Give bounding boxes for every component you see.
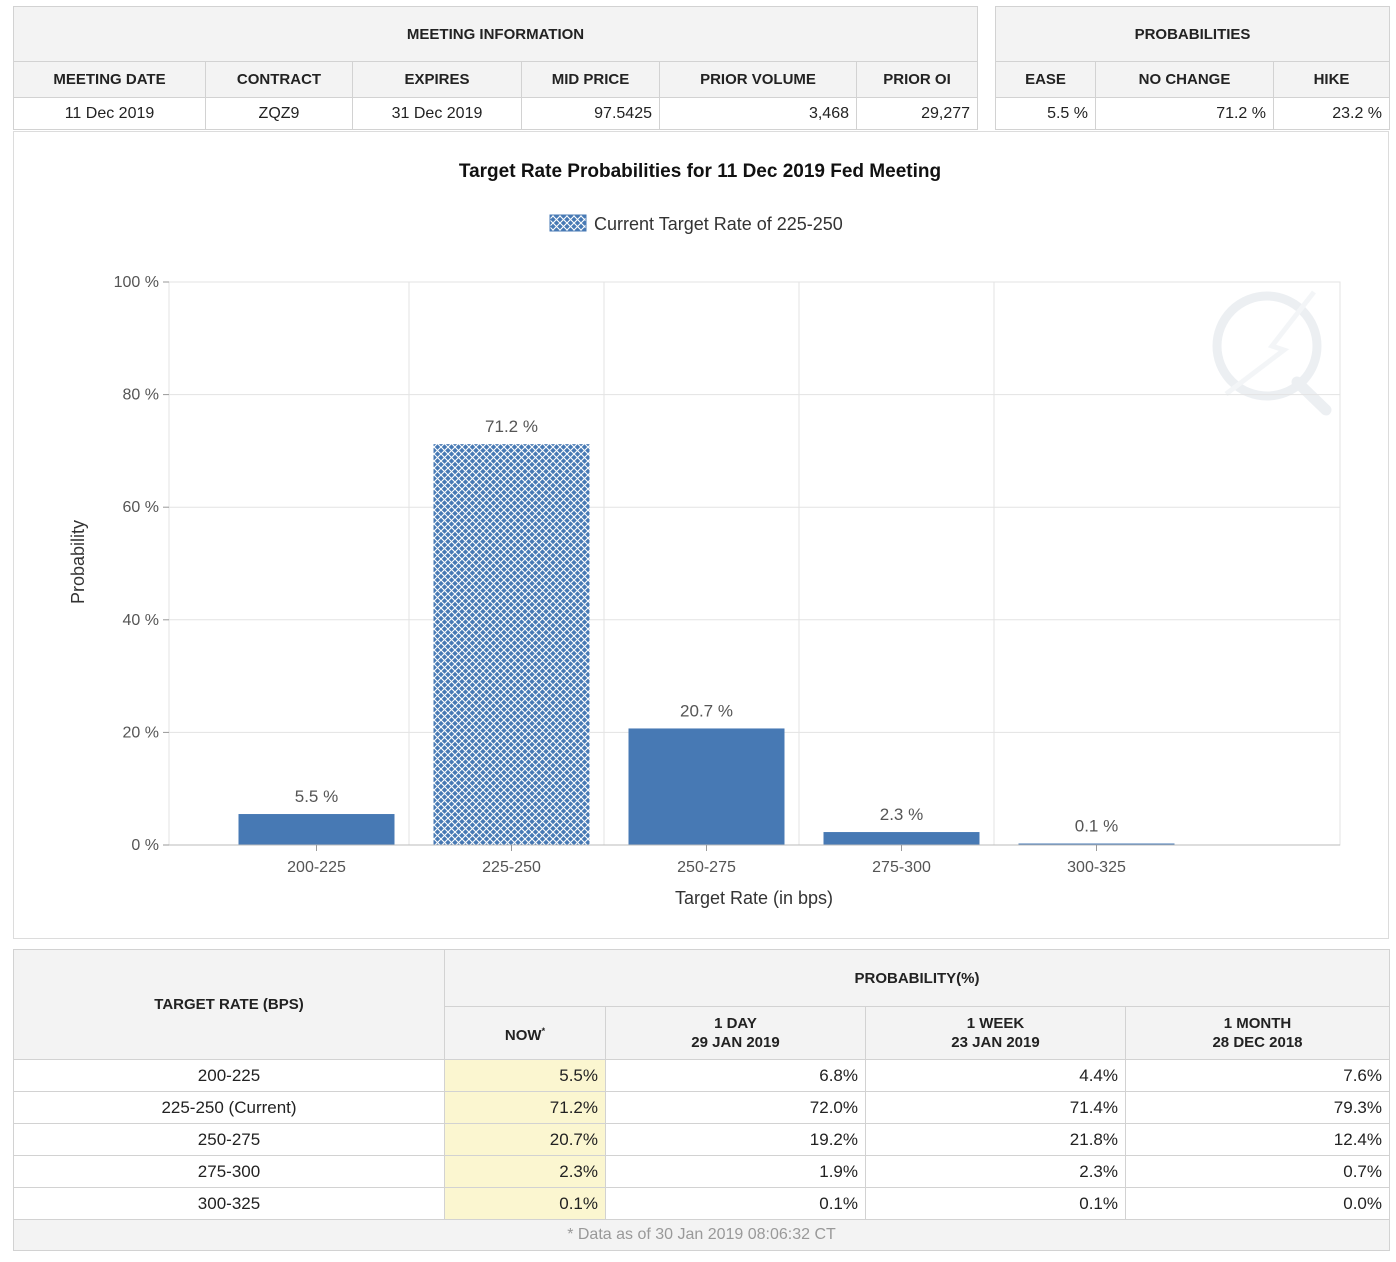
- rate-cell: 275-300: [13, 1155, 445, 1188]
- meeting-info-title: MEETING INFORMATION: [12, 6, 979, 62]
- y-axis: 0 % 20 % 40 % 60 % 80 % 100 %: [114, 274, 169, 854]
- table-row: 250-275 20.7% 19.2% 21.8% 12.4%: [13, 1123, 1390, 1156]
- header-now: NOW*: [444, 1006, 606, 1060]
- y-tick-label: 20 %: [123, 724, 159, 741]
- now-cell: 71.2%: [444, 1091, 606, 1124]
- data-label: 0.1 %: [1075, 817, 1118, 836]
- now-cell: 2.3%: [444, 1155, 606, 1188]
- probabilities-title: PROBABILITIES: [994, 6, 1391, 62]
- week-cell: 0.1%: [865, 1187, 1126, 1220]
- bar-series: 5.5 % 71.2 % 20.7 % 2.3 % 0.1 %: [238, 417, 1175, 846]
- target-rate-chart: Target Rate Probabilities for 11 Dec 201…: [68, 161, 1341, 908]
- cme-q-logo-icon: [1212, 290, 1332, 416]
- chart-panel: Target Rate Probabilities for 11 Dec 201…: [13, 131, 1389, 939]
- mid-price-value: 97.5425: [521, 97, 660, 130]
- y-axis-title: Probability: [68, 520, 88, 604]
- hike-value: 23.2 %: [1272, 97, 1391, 130]
- table-row: 275-300 2.3% 1.9% 2.3% 0.7%: [13, 1155, 1390, 1188]
- data-label: 20.7 %: [680, 701, 733, 720]
- header-prior-oi: PRIOR OI: [855, 61, 979, 98]
- header-no-change: NO CHANGE: [1095, 61, 1274, 98]
- day-cell: 1.9%: [605, 1155, 866, 1188]
- bar-225-250[interactable]: [433, 444, 590, 845]
- header-hike: HIKE: [1272, 61, 1391, 98]
- contract-value: ZQZ9: [205, 97, 353, 130]
- header-prior-volume: PRIOR VOLUME: [659, 61, 857, 98]
- month-cell: 0.0%: [1125, 1187, 1390, 1220]
- data-timestamp-footnote: * Data as of 30 Jan 2019 08:06:32 CT: [13, 1219, 1390, 1251]
- day-cell: 19.2%: [605, 1123, 866, 1156]
- y-tick-label: 100 %: [114, 274, 159, 291]
- month-cell: 12.4%: [1125, 1123, 1390, 1156]
- prior-volume-value: 3,468: [659, 97, 857, 130]
- expires-value: 31 Dec 2019: [352, 97, 522, 130]
- chart-grid: [168, 281, 1341, 846]
- now-cell: 20.7%: [444, 1123, 606, 1156]
- now-cell: 0.1%: [444, 1187, 606, 1220]
- month-cell: 7.6%: [1125, 1059, 1390, 1092]
- header-1-week: 1 WEEK 23 JAN 2019: [865, 1006, 1126, 1060]
- x-axis-title: Target Rate (in bps): [675, 888, 833, 908]
- no-change-value: 71.2 %: [1095, 97, 1274, 130]
- x-tick-label: 250-275: [677, 859, 736, 876]
- rate-cell: 225-250 (Current): [13, 1091, 445, 1124]
- y-tick-label: 40 %: [123, 612, 159, 629]
- legend-label: Current Target Rate of 225-250: [594, 214, 843, 234]
- chart-title: Target Rate Probabilities for 11 Dec 201…: [459, 161, 941, 182]
- legend-swatch: [549, 214, 587, 232]
- day-cell: 72.0%: [605, 1091, 866, 1124]
- ease-value: 5.5 %: [995, 97, 1096, 130]
- bar-300-325[interactable]: [1018, 843, 1175, 846]
- header-1-month: 1 MONTH 28 DEC 2018: [1125, 1006, 1390, 1060]
- day-cell: 6.8%: [605, 1059, 866, 1092]
- header-target-rate: TARGET RATE (BPS): [13, 949, 445, 1060]
- week-cell: 2.3%: [865, 1155, 1126, 1188]
- x-tick-label: 300-325: [1067, 859, 1126, 876]
- y-tick-label: 80 %: [123, 387, 159, 404]
- day-cell: 0.1%: [605, 1187, 866, 1220]
- x-tick-label: 200-225: [287, 859, 346, 876]
- data-label: 5.5 %: [295, 787, 338, 806]
- header-meeting-date: MEETING DATE: [13, 61, 206, 98]
- x-tick-label: 275-300: [872, 859, 931, 876]
- probability-history-table: TARGET RATE (BPS) PROBABILITY(%) NOW* 1 …: [13, 949, 1390, 1251]
- chart-legend[interactable]: Current Target Rate of 225-250: [549, 214, 843, 234]
- header-ease: EASE: [995, 61, 1096, 98]
- week-cell: 71.4%: [865, 1091, 1126, 1124]
- bar-275-300[interactable]: [823, 832, 980, 845]
- x-tick-label: 225-250: [482, 859, 541, 876]
- data-label: 71.2 %: [485, 417, 538, 436]
- header-mid-price: MID PRICE: [521, 61, 660, 98]
- meeting-info-table: MEETING INFORMATION MEETING DATE CONTRAC…: [12, 6, 979, 130]
- rate-cell: 200-225: [13, 1059, 445, 1092]
- history-body: 200-225 5.5% 6.8% 4.4% 7.6% 225-250 (Current)…: [13, 1059, 1390, 1220]
- table-row: 200-225 5.5% 6.8% 4.4% 7.6%: [13, 1059, 1390, 1092]
- table-row: 300-325 0.1% 0.1% 0.1% 0.0%: [13, 1187, 1390, 1220]
- y-tick-label: 0 %: [131, 837, 159, 854]
- header-probability: PROBABILITY(%): [444, 949, 1390, 1007]
- prior-oi-value: 29,277: [855, 97, 979, 130]
- table-row: 225-250 (Current) 71.2% 72.0% 71.4% 79.3%: [13, 1091, 1390, 1124]
- bar-250-275[interactable]: [628, 728, 785, 845]
- month-cell: 79.3%: [1125, 1091, 1390, 1124]
- probabilities-table: PROBABILITIES EASE NO CHANGE HIKE 5.5 % …: [994, 6, 1391, 130]
- week-cell: 4.4%: [865, 1059, 1126, 1092]
- header-contract: CONTRACT: [205, 61, 353, 98]
- header-1-day: 1 DAY 29 JAN 2019: [605, 1006, 866, 1060]
- data-label: 2.3 %: [880, 805, 923, 824]
- meeting-date-value: 11 Dec 2019: [13, 97, 206, 130]
- month-cell: 0.7%: [1125, 1155, 1390, 1188]
- bar-200-225[interactable]: [238, 814, 395, 845]
- x-axis: 200-225 225-250 250-275 275-300 300-325: [169, 844, 1340, 876]
- rate-cell: 250-275: [13, 1123, 445, 1156]
- now-cell: 5.5%: [444, 1059, 606, 1092]
- y-tick-label: 60 %: [123, 499, 159, 516]
- header-expires: EXPIRES: [352, 61, 522, 98]
- rate-cell: 300-325: [13, 1187, 445, 1220]
- week-cell: 21.8%: [865, 1123, 1126, 1156]
